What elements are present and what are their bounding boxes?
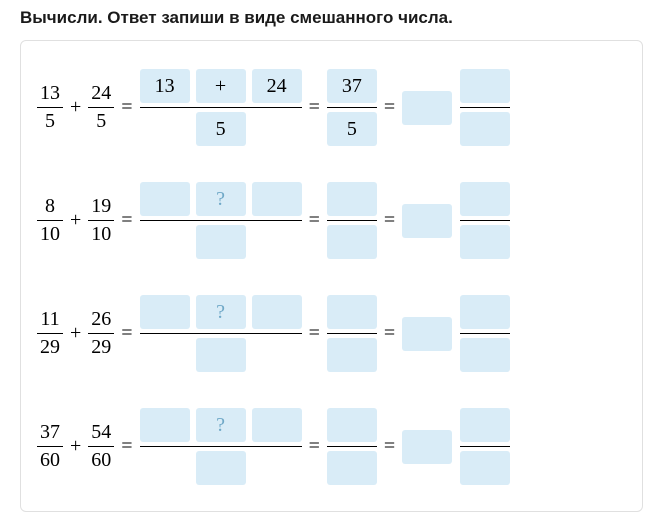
frac-num: 13 (37, 80, 63, 107)
sum-left-box[interactable] (140, 295, 190, 329)
mixed-number (402, 69, 510, 146)
expanded-sum: ? (140, 408, 302, 485)
mixed-number (402, 408, 510, 485)
frac-den: 60 (37, 447, 63, 474)
equals-op: = (309, 435, 320, 458)
problem-row: 13 5 + 24 5 = 13 + 24 5 (37, 69, 626, 146)
frac-num: 37 (37, 419, 63, 446)
mixed-whole-box[interactable] (402, 91, 452, 125)
plus-op: + (70, 435, 81, 458)
equals-op: = (384, 209, 395, 232)
equals-op: = (121, 96, 132, 119)
result-fraction (327, 295, 377, 372)
equals-op: = (384, 96, 395, 119)
frac-den: 60 (88, 447, 114, 474)
equals-op: = (384, 322, 395, 345)
equals-op: = (309, 96, 320, 119)
sum-den-box[interactable] (196, 225, 246, 259)
sum-right-box[interactable] (252, 295, 302, 329)
result-num-box[interactable] (327, 408, 377, 442)
problem-row: 11 29 + 26 29 = ? (37, 295, 626, 372)
sum-op-box[interactable]: ? (196, 295, 246, 329)
equals-op: = (384, 435, 395, 458)
worksheet-container: Вычисли. Ответ запиши в виде смешанного … (0, 0, 663, 524)
sum-den-box[interactable] (196, 338, 246, 372)
mixed-den-box[interactable] (460, 112, 510, 146)
sum-left-box[interactable]: 13 (140, 69, 190, 103)
mixed-den-box[interactable] (460, 225, 510, 259)
fraction-b: 54 60 (88, 419, 114, 474)
sum-right-box[interactable]: 24 (252, 69, 302, 103)
frac-num: 26 (88, 306, 114, 333)
mixed-num-box[interactable] (460, 295, 510, 329)
sum-op-box[interactable]: ? (196, 182, 246, 216)
sum-op-box[interactable]: ? (196, 408, 246, 442)
problem-row: 37 60 + 54 60 = ? (37, 408, 626, 485)
expanded-sum: ? (140, 182, 302, 259)
equals-op: = (309, 209, 320, 232)
sum-right-box[interactable] (252, 408, 302, 442)
result-num-box[interactable] (327, 182, 377, 216)
mixed-fraction (460, 408, 510, 485)
fraction-a: 8 10 (37, 193, 63, 248)
problems-card: 13 5 + 24 5 = 13 + 24 5 (20, 40, 643, 512)
frac-num: 11 (37, 306, 62, 333)
equals-op: = (121, 209, 132, 232)
mixed-number (402, 295, 510, 372)
frac-num: 8 (42, 193, 58, 220)
fraction-b: 24 5 (88, 80, 114, 135)
problem-row: 8 10 + 19 10 = ? (37, 182, 626, 259)
instruction-text: Вычисли. Ответ запиши в виде смешанного … (20, 8, 643, 28)
plus-op: + (70, 209, 81, 232)
frac-den: 5 (42, 108, 58, 135)
fraction-a: 11 29 (37, 306, 63, 361)
expanded-sum: 13 + 24 5 (140, 69, 302, 146)
frac-den: 29 (37, 334, 63, 361)
mixed-fraction (460, 182, 510, 259)
result-num-box[interactable] (327, 295, 377, 329)
sum-den-box[interactable]: 5 (196, 112, 246, 146)
result-den-box[interactable] (327, 225, 377, 259)
frac-den: 10 (37, 221, 63, 248)
expanded-sum: ? (140, 295, 302, 372)
mixed-fraction (460, 69, 510, 146)
result-den-box[interactable] (327, 451, 377, 485)
frac-den: 29 (88, 334, 114, 361)
plus-op: + (70, 96, 81, 119)
equals-op: = (121, 435, 132, 458)
fraction-b: 26 29 (88, 306, 114, 361)
result-fraction (327, 182, 377, 259)
result-den-box[interactable]: 5 (327, 112, 377, 146)
sum-left-box[interactable] (140, 408, 190, 442)
mixed-fraction (460, 295, 510, 372)
plus-op: + (70, 322, 81, 345)
result-fraction (327, 408, 377, 485)
mixed-whole-box[interactable] (402, 430, 452, 464)
equals-op: = (121, 322, 132, 345)
frac-num: 54 (88, 419, 114, 446)
result-fraction: 37 5 (327, 69, 377, 146)
mixed-den-box[interactable] (460, 338, 510, 372)
result-num-box[interactable]: 37 (327, 69, 377, 103)
result-den-box[interactable] (327, 338, 377, 372)
sum-right-box[interactable] (252, 182, 302, 216)
mixed-den-box[interactable] (460, 451, 510, 485)
mixed-num-box[interactable] (460, 408, 510, 442)
mixed-whole-box[interactable] (402, 317, 452, 351)
mixed-num-box[interactable] (460, 69, 510, 103)
mixed-whole-box[interactable] (402, 204, 452, 238)
fraction-a: 37 60 (37, 419, 63, 474)
fraction-b: 19 10 (88, 193, 114, 248)
sum-left-box[interactable] (140, 182, 190, 216)
frac-num: 24 (88, 80, 114, 107)
frac-den: 5 (93, 108, 109, 135)
mixed-number (402, 182, 510, 259)
fraction-a: 13 5 (37, 80, 63, 135)
sum-op-box[interactable]: + (196, 69, 246, 103)
mixed-num-box[interactable] (460, 182, 510, 216)
sum-den-box[interactable] (196, 451, 246, 485)
frac-den: 10 (88, 221, 114, 248)
equals-op: = (309, 322, 320, 345)
frac-num: 19 (88, 193, 114, 220)
